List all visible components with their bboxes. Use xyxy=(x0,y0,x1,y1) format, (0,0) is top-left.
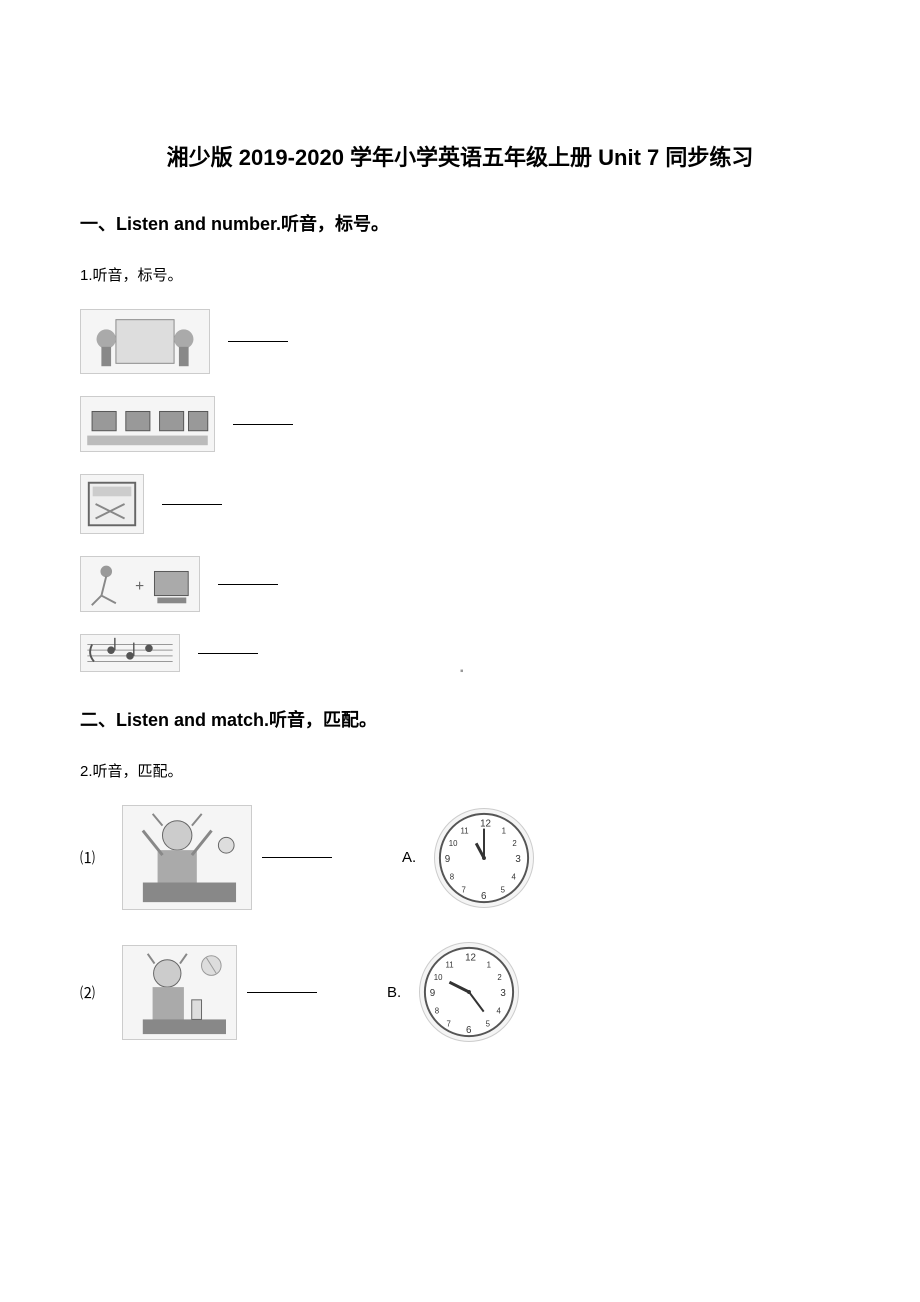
match-blank-1[interactable] xyxy=(262,857,332,858)
svg-text:5: 5 xyxy=(486,1019,491,1028)
blank-4[interactable] xyxy=(218,584,278,585)
match-letter-b: B. xyxy=(387,984,401,1001)
svg-text:2: 2 xyxy=(513,839,517,848)
svg-text:12: 12 xyxy=(465,953,476,964)
center-mark: ▪ xyxy=(460,666,464,677)
match-num-2: ⑵ xyxy=(80,982,106,1003)
svg-text:12: 12 xyxy=(480,818,491,829)
boy-glass-image xyxy=(122,945,237,1040)
svg-text:11: 11 xyxy=(461,826,469,835)
svg-text:8: 8 xyxy=(450,872,455,881)
blank-5[interactable] xyxy=(198,653,258,654)
computers-image xyxy=(80,396,215,452)
svg-text:8: 8 xyxy=(435,1007,440,1016)
section-1-header: 一、Listen and number.听音，标号。 xyxy=(80,210,840,236)
svg-text:7: 7 xyxy=(462,885,466,894)
section-2-header: 二、Listen and match.听音，匹配。 xyxy=(80,706,840,732)
listen-item-3 xyxy=(80,474,840,534)
children-drawing-image xyxy=(80,309,210,374)
textbook-image xyxy=(80,474,144,534)
blank-3[interactable] xyxy=(162,504,222,505)
svg-text:7: 7 xyxy=(447,1019,451,1028)
match-blank-2[interactable] xyxy=(247,992,317,993)
blank-1[interactable] xyxy=(228,341,288,342)
clock-8-image: 12 3 6 9 1 2 11 10 4 5 7 8 xyxy=(419,942,519,1042)
svg-text:4: 4 xyxy=(497,1007,502,1016)
clock-12-image: 12 3 6 9 1 2 11 10 4 5 7 8 xyxy=(434,808,534,908)
svg-text:3: 3 xyxy=(501,988,507,999)
svg-text:4: 4 xyxy=(512,872,517,881)
svg-text:9: 9 xyxy=(430,988,435,999)
svg-text:10: 10 xyxy=(434,973,443,982)
svg-text:1: 1 xyxy=(487,961,491,970)
question-2-label: 2.听音，匹配。 xyxy=(80,760,840,781)
music-notes-image xyxy=(80,634,180,672)
svg-text:5: 5 xyxy=(501,885,506,894)
blank-2[interactable] xyxy=(233,424,293,425)
boy-waking-image xyxy=(122,805,252,910)
question-1-label: 1.听音，标号。 xyxy=(80,264,840,285)
skating-computer-image: + xyxy=(80,556,200,612)
match-letter-a: A. xyxy=(402,849,416,866)
match-row-2: ⑵ B. 12 3 6 9 1 2 11 xyxy=(80,942,840,1042)
svg-text:6: 6 xyxy=(466,1025,472,1036)
svg-text:3: 3 xyxy=(516,853,522,864)
listen-item-4: + xyxy=(80,556,840,612)
listen-item-1 xyxy=(80,309,840,374)
svg-text:2: 2 xyxy=(498,973,502,982)
svg-text:+: + xyxy=(135,578,144,595)
match-row-1: ⑴ A. 12 3 6 9 1 2 11 xyxy=(80,805,840,910)
svg-text:9: 9 xyxy=(445,853,450,864)
svg-text:10: 10 xyxy=(449,839,458,848)
svg-text:11: 11 xyxy=(446,961,454,970)
svg-text:6: 6 xyxy=(481,891,487,902)
document-title: 湘少版 2019-2020 学年小学英语五年级上册 Unit 7 同步练习 xyxy=(80,140,840,172)
match-num-1: ⑴ xyxy=(80,847,106,868)
listen-item-2 xyxy=(80,396,840,452)
svg-text:1: 1 xyxy=(502,826,506,835)
